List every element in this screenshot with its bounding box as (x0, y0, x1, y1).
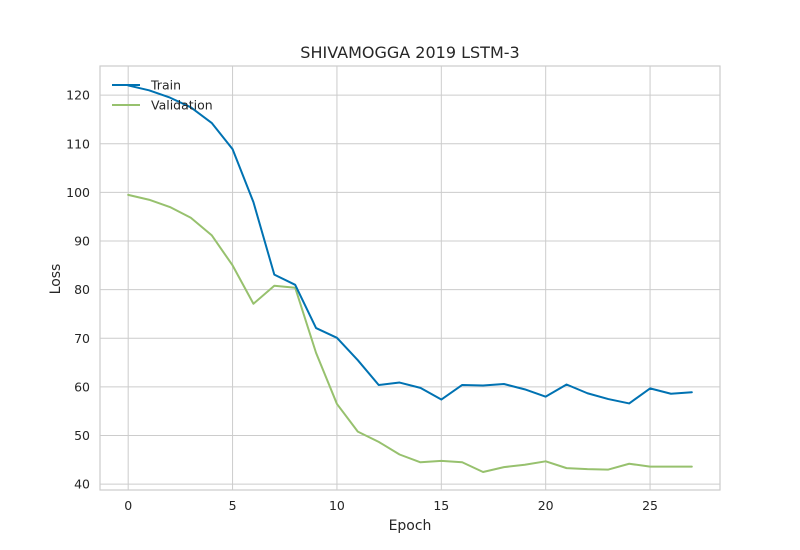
series-line-validation (127, 193, 693, 474)
plot-area (100, 66, 720, 490)
legend: Train Validation (112, 78, 213, 113)
x-tick-label: 25 (642, 498, 658, 513)
x-tick-label: 0 (124, 498, 132, 513)
chart-title: SHIVAMOGGA 2019 LSTM-3 (300, 43, 519, 62)
grid (100, 66, 720, 490)
y-tick-label: 70 (74, 331, 90, 346)
x-tick-label: 10 (329, 498, 345, 513)
y-tick-label: 120 (66, 88, 90, 103)
legend-label-train: Train (150, 78, 181, 93)
y-tick-label: 60 (74, 379, 90, 394)
series-line-train (127, 84, 693, 405)
tick-labels: 0 5 10 15 20 25 40 50 60 70 80 90 100 110 120 (66, 88, 658, 513)
y-tick-label: 110 (66, 136, 90, 151)
x-axis-label: Epoch (389, 518, 432, 534)
y-tick-label: 40 (74, 477, 90, 492)
y-axis-label: Loss (48, 264, 64, 295)
x-tick-label: 15 (433, 498, 449, 513)
y-tick-label: 100 (66, 185, 90, 200)
y-tick-label: 80 (74, 282, 90, 297)
legend-label-validation: Validation (151, 98, 213, 113)
y-tick-label: 90 (74, 234, 90, 249)
series-lines (127, 84, 693, 474)
x-tick-label: 20 (538, 498, 554, 513)
y-tick-label: 50 (74, 428, 90, 443)
x-tick-label: 5 (229, 498, 237, 513)
plot-frame (99, 65, 721, 491)
